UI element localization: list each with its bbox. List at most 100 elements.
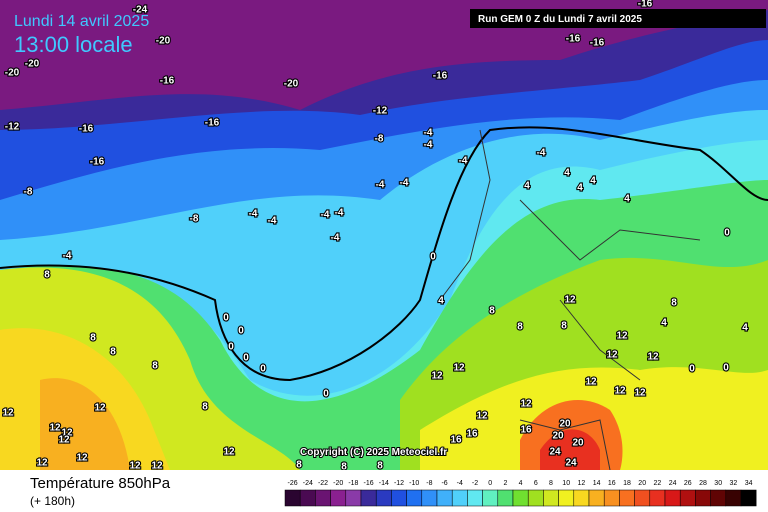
legend-label: -18 — [348, 480, 358, 487]
contour-label: -4 — [459, 156, 468, 167]
contour-label: 4 — [438, 296, 444, 307]
legend-label: -22 — [318, 480, 328, 487]
legend-label: -16 — [364, 480, 374, 487]
contour-label: 0 — [238, 326, 244, 337]
legend-swatch — [710, 489, 727, 507]
legend-swatch — [406, 489, 423, 507]
contour-label: 0 — [260, 364, 266, 375]
legend-label: -24 — [303, 480, 313, 487]
contour-label: 4 — [624, 194, 630, 205]
contour-label: 8 — [296, 460, 302, 471]
contour-label: -16 — [79, 124, 94, 135]
legend: -26 -24 -22 -20 -18 -16 -14 -12 -10 -8 -6 -4 -2 0 2 4 6 8… — [284, 480, 757, 507]
contour-label: 0 — [243, 353, 249, 364]
contour-label: 0 — [223, 313, 229, 324]
contour-label: 12 — [564, 295, 576, 306]
legend-swatch — [451, 489, 468, 507]
legend-label: -4 — [457, 480, 463, 487]
contour-label: 8 — [110, 347, 116, 358]
legend-swatch — [725, 489, 742, 507]
legend-label: -6 — [441, 480, 447, 487]
run-box — [470, 9, 766, 28]
legend-swatch — [436, 489, 453, 507]
contour-label: -16 — [433, 71, 448, 82]
contour-label: 12 — [49, 423, 61, 434]
contour-label: -20 — [5, 68, 20, 79]
contour-label: -4 — [335, 208, 344, 219]
legend-label: 14 — [593, 480, 601, 487]
contour-label: -8 — [190, 214, 199, 225]
legend-swatch — [391, 489, 407, 507]
contour-label: 12 — [76, 453, 88, 464]
contour-label: 4 — [564, 168, 570, 179]
contour-label: 12 — [585, 377, 597, 388]
legend-swatch — [284, 489, 301, 507]
legend-label: -2 — [472, 480, 478, 487]
forecast-time: 13:00 locale — [14, 32, 133, 57]
map — [0, 0, 768, 471]
legend-label: -8 — [426, 480, 432, 487]
contour-label: 12 — [151, 461, 163, 472]
legend-label: -20 — [333, 480, 343, 487]
contour-label: 20 — [559, 419, 571, 430]
legend-label: 28 — [699, 480, 707, 487]
legend-swatch — [619, 489, 635, 507]
legend-label: 6 — [534, 480, 538, 487]
legend-swatch — [330, 489, 347, 507]
contour-label: -16 — [566, 34, 581, 45]
contour-label: -12 — [5, 122, 20, 133]
contour-label: 12 — [36, 458, 48, 469]
contour-label: 12 — [647, 352, 659, 363]
contour-label: -4 — [249, 209, 258, 220]
contour-label: -4 — [268, 216, 277, 227]
legend-label: 0 — [488, 480, 492, 487]
legend-swatch — [482, 489, 499, 507]
legend-swatch — [740, 489, 757, 507]
contour-label: -16 — [160, 76, 175, 87]
footer-subtitle: (+ 180h) — [30, 494, 75, 508]
contour-label: -8 — [24, 187, 33, 198]
contour-label: 12 — [94, 403, 106, 414]
contour-label: 8 — [44, 270, 50, 281]
contour-label: 8 — [377, 461, 383, 472]
legend-label: 24 — [669, 480, 677, 487]
contour-label: 12 — [614, 386, 626, 397]
contour-label: 8 — [341, 462, 347, 473]
legend-swatch — [588, 489, 605, 507]
legend-label: 32 — [730, 480, 738, 487]
contour-label: 8 — [561, 321, 567, 332]
legend-swatch — [512, 489, 529, 507]
contour-label: 4 — [577, 183, 583, 194]
contour-label: 8 — [202, 402, 208, 413]
contour-label: 0 — [723, 363, 729, 374]
legend-swatch — [360, 489, 377, 507]
legend-label: -26 — [288, 480, 298, 487]
contour-label: -20 — [25, 59, 40, 70]
legend-label: 4 — [519, 480, 523, 487]
contour-label: 12 — [606, 350, 618, 361]
contour-label: 12 — [431, 371, 443, 382]
legend-swatch — [345, 489, 362, 507]
contour-label: 20 — [552, 431, 564, 442]
contour-label: -20 — [156, 36, 171, 47]
run-info: Run GEM 0 Z du Lundi 7 avril 2025 — [478, 14, 642, 25]
legend-swatch — [421, 489, 438, 507]
contour-label: 20 — [572, 438, 584, 449]
contour-label: -20 — [284, 79, 299, 90]
contour-label: 24 — [565, 458, 577, 469]
contour-label: 0 — [689, 364, 695, 375]
legend-swatch — [527, 489, 544, 507]
contour-label: 0 — [228, 342, 234, 353]
legend-swatch — [695, 489, 711, 507]
contour-label: 8 — [489, 306, 495, 317]
contour-label: -4 — [537, 148, 546, 159]
legend-swatch — [375, 489, 392, 507]
legend-label: 16 — [608, 480, 616, 487]
legend-label: -14 — [379, 480, 389, 487]
contour-label: 4 — [590, 176, 596, 187]
legend-swatch — [679, 489, 696, 507]
contour-label: -12 — [373, 106, 388, 117]
contour-label: 24 — [549, 447, 561, 458]
contour-label: 0 — [724, 228, 730, 239]
legend-label: 30 — [714, 480, 722, 487]
